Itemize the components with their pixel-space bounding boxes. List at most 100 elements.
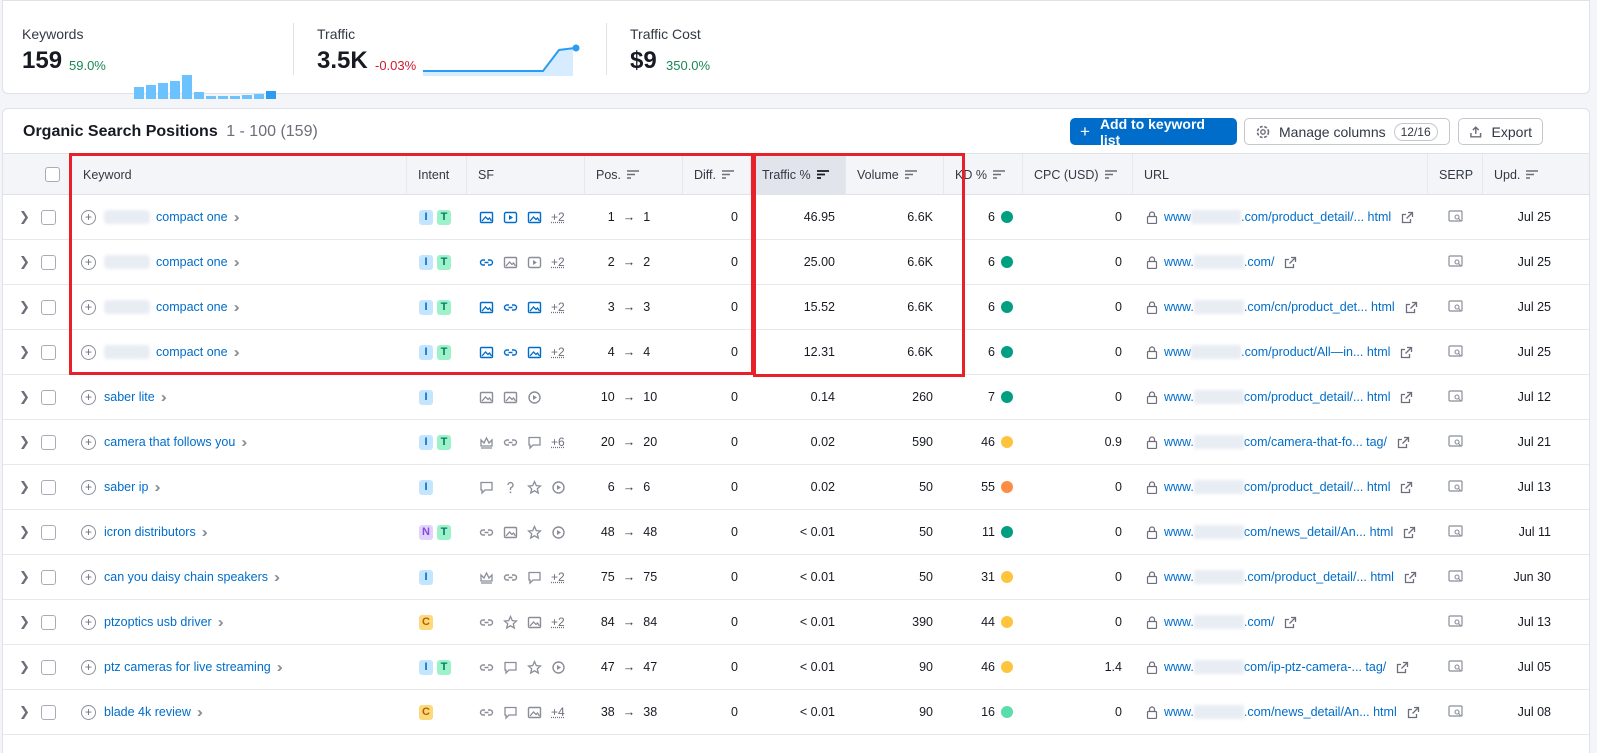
row-checkbox[interactable] (41, 255, 56, 270)
play-icon[interactable] (527, 390, 542, 405)
serp-analysis-icon[interactable]: ›› (154, 479, 156, 496)
url-link[interactable]: www. com/news_detail/An... html (1164, 525, 1393, 540)
column-keyword[interactable]: Keyword (71, 154, 406, 195)
expand-row-icon[interactable]: ❯ (19, 330, 33, 374)
external-link-icon[interactable] (1407, 706, 1420, 719)
image-icon[interactable] (527, 705, 542, 720)
column-sf[interactable]: SF (466, 154, 584, 195)
keyword-link[interactable]: ptzoptics usb driver (104, 615, 212, 629)
intent-badge[interactable]: I (419, 300, 433, 315)
star-icon[interactable] (527, 480, 542, 495)
link-icon[interactable] (479, 255, 494, 270)
star-icon[interactable] (503, 615, 518, 630)
add-keyword-icon[interactable]: + (81, 615, 96, 630)
external-link-icon[interactable] (1396, 661, 1409, 674)
row-checkbox[interactable] (41, 390, 56, 405)
video-icon[interactable] (503, 210, 518, 225)
image-icon[interactable] (503, 390, 518, 405)
play-icon[interactable] (551, 525, 566, 540)
expand-row-icon[interactable]: ❯ (19, 555, 33, 599)
link-icon[interactable] (503, 435, 518, 450)
play-icon[interactable] (551, 480, 566, 495)
image-icon[interactable] (527, 345, 542, 360)
column-serp[interactable]: SERP (1427, 154, 1482, 195)
row-checkbox[interactable] (41, 435, 56, 450)
serp-snapshot-icon[interactable] (1448, 390, 1464, 404)
column-volume[interactable]: Volume (845, 154, 943, 195)
intent-badge[interactable]: I (419, 480, 433, 495)
expand-row-icon[interactable]: ❯ (19, 510, 33, 554)
add-keyword-icon[interactable]: + (81, 435, 96, 450)
add-keyword-icon[interactable]: + (81, 570, 96, 585)
keywords-stat[interactable]: Keywords 159 59.0% (22, 26, 83, 42)
keyword-link[interactable]: saber lite (104, 390, 155, 404)
sf-more-link[interactable]: +2 (551, 255, 565, 269)
url-link[interactable]: www. .com/news_detail/An... html (1164, 705, 1397, 720)
serp-analysis-icon[interactable]: ›› (197, 704, 199, 721)
serp-analysis-icon[interactable]: ›› (234, 344, 236, 361)
column-traffic[interactable]: Traffic % (750, 154, 845, 195)
video-icon[interactable] (527, 255, 542, 270)
url-link[interactable]: www. .com/product_detail/... html (1164, 570, 1394, 585)
intent-badge[interactable]: C (419, 705, 433, 720)
url-link[interactable]: www. com/camera-that-fo... tag/ (1164, 435, 1387, 450)
intent-badge[interactable]: T (437, 210, 451, 225)
link-icon[interactable] (479, 615, 494, 630)
add-keyword-icon[interactable]: + (81, 660, 96, 675)
column-pos[interactable]: Pos. (584, 154, 682, 195)
sf-more-link[interactable]: +2 (551, 210, 565, 224)
crown-icon[interactable] (479, 435, 494, 450)
traffic-stat[interactable]: Traffic 3.5K -0.03% (317, 26, 355, 42)
add-keyword-icon[interactable]: + (81, 525, 96, 540)
image-icon[interactable] (527, 300, 542, 315)
external-link-icon[interactable] (1403, 526, 1416, 539)
external-link-icon[interactable] (1397, 436, 1410, 449)
external-link-icon[interactable] (1401, 211, 1414, 224)
keyword-link[interactable]: saber ip (104, 480, 148, 494)
row-checkbox[interactable] (41, 570, 56, 585)
expand-row-icon[interactable]: ❯ (19, 465, 33, 509)
external-link-icon[interactable] (1400, 481, 1413, 494)
link-icon[interactable] (503, 345, 518, 360)
serp-analysis-icon[interactable]: ›› (234, 299, 236, 316)
add-keyword-icon[interactable]: + (81, 300, 96, 315)
add-keyword-icon[interactable]: + (81, 345, 96, 360)
star-icon[interactable] (527, 660, 542, 675)
intent-badge[interactable]: T (437, 435, 451, 450)
sf-more-link[interactable]: +2 (551, 615, 565, 629)
serp-snapshot-icon[interactable] (1448, 570, 1464, 584)
add-keyword-icon[interactable]: + (81, 390, 96, 405)
intent-badge[interactable]: I (419, 210, 433, 225)
serp-snapshot-icon[interactable] (1448, 660, 1464, 674)
image-icon[interactable] (503, 255, 518, 270)
url-link[interactable]: www. com/product_detail/... html (1164, 480, 1390, 495)
url-link[interactable]: www. com/ip-ptz-camera-... tag/ (1164, 660, 1386, 675)
serp-snapshot-icon[interactable] (1448, 255, 1464, 269)
intent-badge[interactable]: T (437, 300, 451, 315)
manage-columns-button[interactable]: Manage columns 12/16 (1244, 118, 1450, 145)
image-icon[interactable] (527, 210, 542, 225)
serp-analysis-icon[interactable]: ›› (218, 614, 220, 631)
url-link[interactable]: www. .com/ (1164, 615, 1274, 630)
expand-row-icon[interactable]: ❯ (19, 690, 33, 734)
star-icon[interactable] (527, 525, 542, 540)
sf-more-link[interactable]: +2 (551, 570, 565, 584)
link-icon[interactable] (479, 660, 494, 675)
external-link-icon[interactable] (1405, 301, 1418, 314)
serp-snapshot-icon[interactable] (1448, 210, 1464, 224)
intent-badge[interactable]: T (437, 345, 451, 360)
sf-more-link[interactable]: +6 (551, 435, 565, 449)
select-all-checkbox[interactable] (45, 167, 60, 182)
external-link-icon[interactable] (1284, 616, 1297, 629)
url-link[interactable]: www. .com/cn/product_det... html (1164, 300, 1395, 315)
serp-snapshot-icon[interactable] (1448, 435, 1464, 449)
play-icon[interactable] (551, 660, 566, 675)
url-link[interactable]: www. com/product_detail/... html (1164, 390, 1390, 405)
row-checkbox[interactable] (41, 345, 56, 360)
row-checkbox[interactable] (41, 210, 56, 225)
image-icon[interactable] (479, 390, 494, 405)
keyword-link[interactable]: compact one (156, 255, 228, 269)
row-checkbox[interactable] (41, 525, 56, 540)
column-intent[interactable]: Intent (406, 154, 466, 195)
intent-badge[interactable]: I (419, 660, 433, 675)
